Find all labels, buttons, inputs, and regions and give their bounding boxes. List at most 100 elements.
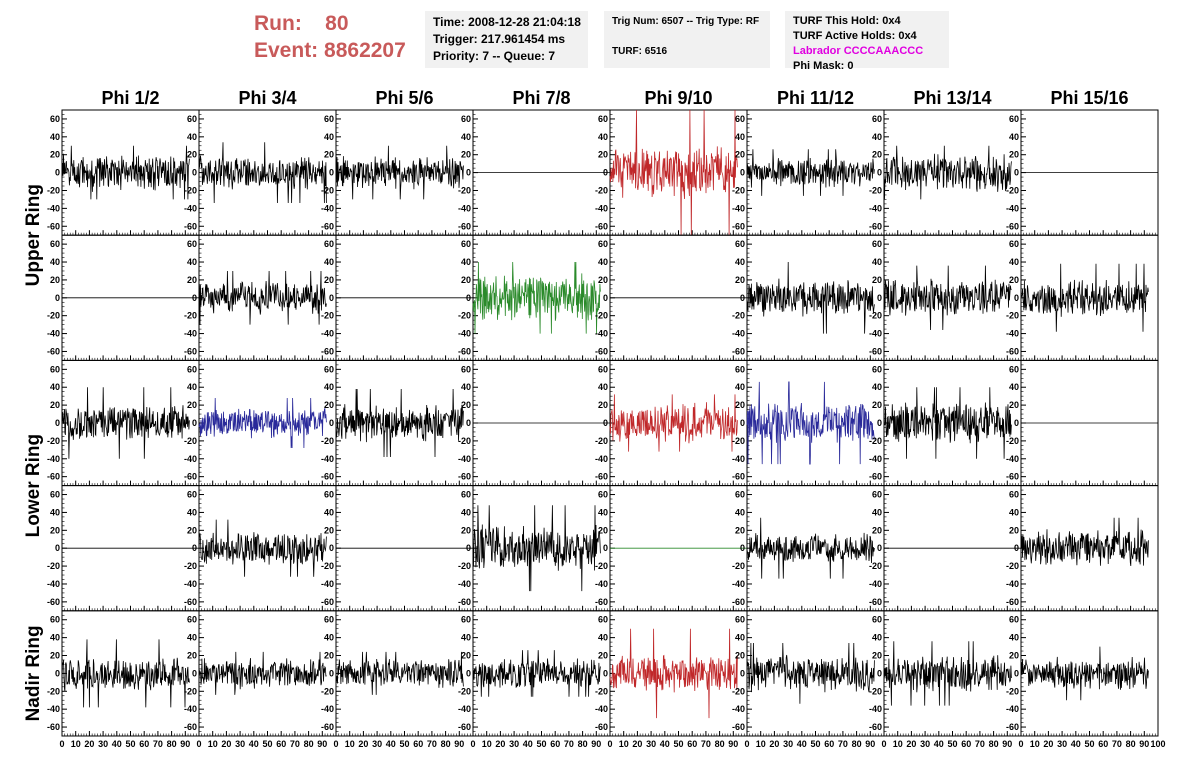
x-tick-label: 0	[607, 739, 612, 749]
x-tick-label: 20	[358, 739, 368, 749]
y-tick-label: -40	[1006, 203, 1019, 213]
row-group-label: Upper Ring	[23, 184, 44, 286]
y-tick-label: 60	[872, 364, 882, 374]
x-tick-label: 20	[84, 739, 94, 749]
y-tick-label: -60	[47, 346, 60, 356]
x-tick-label: 50	[536, 739, 546, 749]
run-label: Run:	[254, 12, 302, 35]
y-tick-label: 20	[324, 150, 334, 160]
waveform-line	[472, 505, 601, 592]
y-tick-label: 20	[50, 275, 60, 285]
x-tick-label: 90	[1002, 739, 1012, 749]
y-tick-label: 0	[329, 668, 334, 678]
y-tick-label: -60	[321, 346, 334, 356]
y-tick-label: -20	[869, 185, 882, 195]
y-tick-label: -60	[732, 597, 745, 607]
event-value: 8862207	[324, 39, 406, 62]
y-tick-label: -40	[869, 454, 882, 464]
x-tick-label: 0	[744, 739, 749, 749]
y-tick-label: 40	[50, 257, 60, 267]
y-tick-label: 60	[324, 114, 334, 124]
y-tick-label: -40	[732, 329, 745, 339]
y-tick-label: 60	[50, 615, 60, 625]
y-tick-label: 60	[324, 364, 334, 374]
y-tick-label: 40	[187, 132, 197, 142]
y-tick-label: -60	[595, 221, 608, 231]
y-tick-label: -20	[321, 185, 334, 195]
y-tick-label: 60	[735, 490, 745, 500]
y-tick-label: 0	[55, 168, 60, 178]
y-tick-label: -60	[321, 221, 334, 231]
y-tick-label: -60	[47, 722, 60, 732]
y-tick-label: 40	[324, 633, 334, 643]
y-tick-label: 0	[603, 543, 608, 553]
waveform-line	[472, 261, 601, 334]
y-tick-label: -40	[869, 203, 882, 213]
y-tick-label: -40	[732, 454, 745, 464]
y-tick-label: -60	[184, 346, 197, 356]
y-tick-label: 20	[1009, 651, 1019, 661]
y-tick-label: -40	[47, 454, 60, 464]
y-tick-label: 60	[735, 114, 745, 124]
y-tick-label: 20	[735, 275, 745, 285]
x-tick-label: 40	[523, 739, 533, 749]
y-tick-label: 20	[735, 651, 745, 661]
y-tick-label: 40	[461, 132, 471, 142]
y-tick-label: -60	[321, 472, 334, 482]
y-tick-label: 20	[872, 651, 882, 661]
x-tick-label: 90	[317, 739, 327, 749]
y-tick-label: -60	[1006, 221, 1019, 231]
trigger-text: Trigger: 217.961454 ms	[433, 32, 566, 46]
x-tick-label: 90	[1139, 739, 1149, 749]
waveform-line	[61, 145, 190, 200]
x-tick-label: 10	[619, 739, 629, 749]
x-tick-label: 20	[1043, 739, 1053, 749]
x-tick-label: 60	[824, 739, 834, 749]
waveform-line	[198, 142, 327, 204]
x-tick-label: 0	[196, 739, 201, 749]
x-tick-label: 40	[386, 739, 396, 749]
waveform-line	[198, 651, 327, 695]
y-tick-label: 60	[1009, 490, 1019, 500]
x-tick-label: 20	[495, 739, 505, 749]
y-tick-label: -40	[184, 579, 197, 589]
y-tick-label: 20	[872, 150, 882, 160]
y-tick-label: 60	[50, 364, 60, 374]
x-tick-label: 50	[125, 739, 135, 749]
y-tick-label: -20	[1006, 436, 1019, 446]
waveform-line	[61, 639, 190, 708]
y-tick-label: 60	[872, 114, 882, 124]
y-tick-label: 0	[740, 668, 745, 678]
y-tick-label: 20	[461, 400, 471, 410]
y-tick-label: -40	[595, 329, 608, 339]
y-tick-label: -40	[595, 203, 608, 213]
y-tick-label: -60	[1006, 597, 1019, 607]
y-tick-label: -40	[321, 203, 334, 213]
x-tick-label: 30	[372, 739, 382, 749]
y-tick-label: -60	[869, 346, 882, 356]
y-tick-label: 40	[1009, 507, 1019, 517]
y-tick-label: 60	[324, 239, 334, 249]
y-tick-label: -20	[458, 561, 471, 571]
x-tick-label: 70	[975, 739, 985, 749]
y-tick-label: -40	[184, 203, 197, 213]
waveform-line	[883, 641, 1012, 706]
x-tick-label: 80	[441, 739, 451, 749]
y-tick-label: -60	[869, 472, 882, 482]
y-tick-label: 60	[872, 239, 882, 249]
x-tick-label: 20	[769, 739, 779, 749]
y-tick-label: 20	[324, 275, 334, 285]
y-tick-label: 0	[603, 293, 608, 303]
y-tick-label: -40	[458, 454, 471, 464]
x-tick-label: 40	[660, 739, 670, 749]
y-tick-label: -60	[321, 722, 334, 732]
waveform-line	[609, 109, 738, 236]
y-tick-label: -20	[47, 686, 60, 696]
y-tick-label: 40	[187, 633, 197, 643]
waveform-line	[198, 519, 327, 577]
y-tick-label: 40	[735, 257, 745, 267]
y-tick-label: 40	[324, 132, 334, 142]
waveform-line	[883, 265, 1012, 331]
x-tick-label: 70	[838, 739, 848, 749]
y-tick-label: -20	[732, 311, 745, 321]
